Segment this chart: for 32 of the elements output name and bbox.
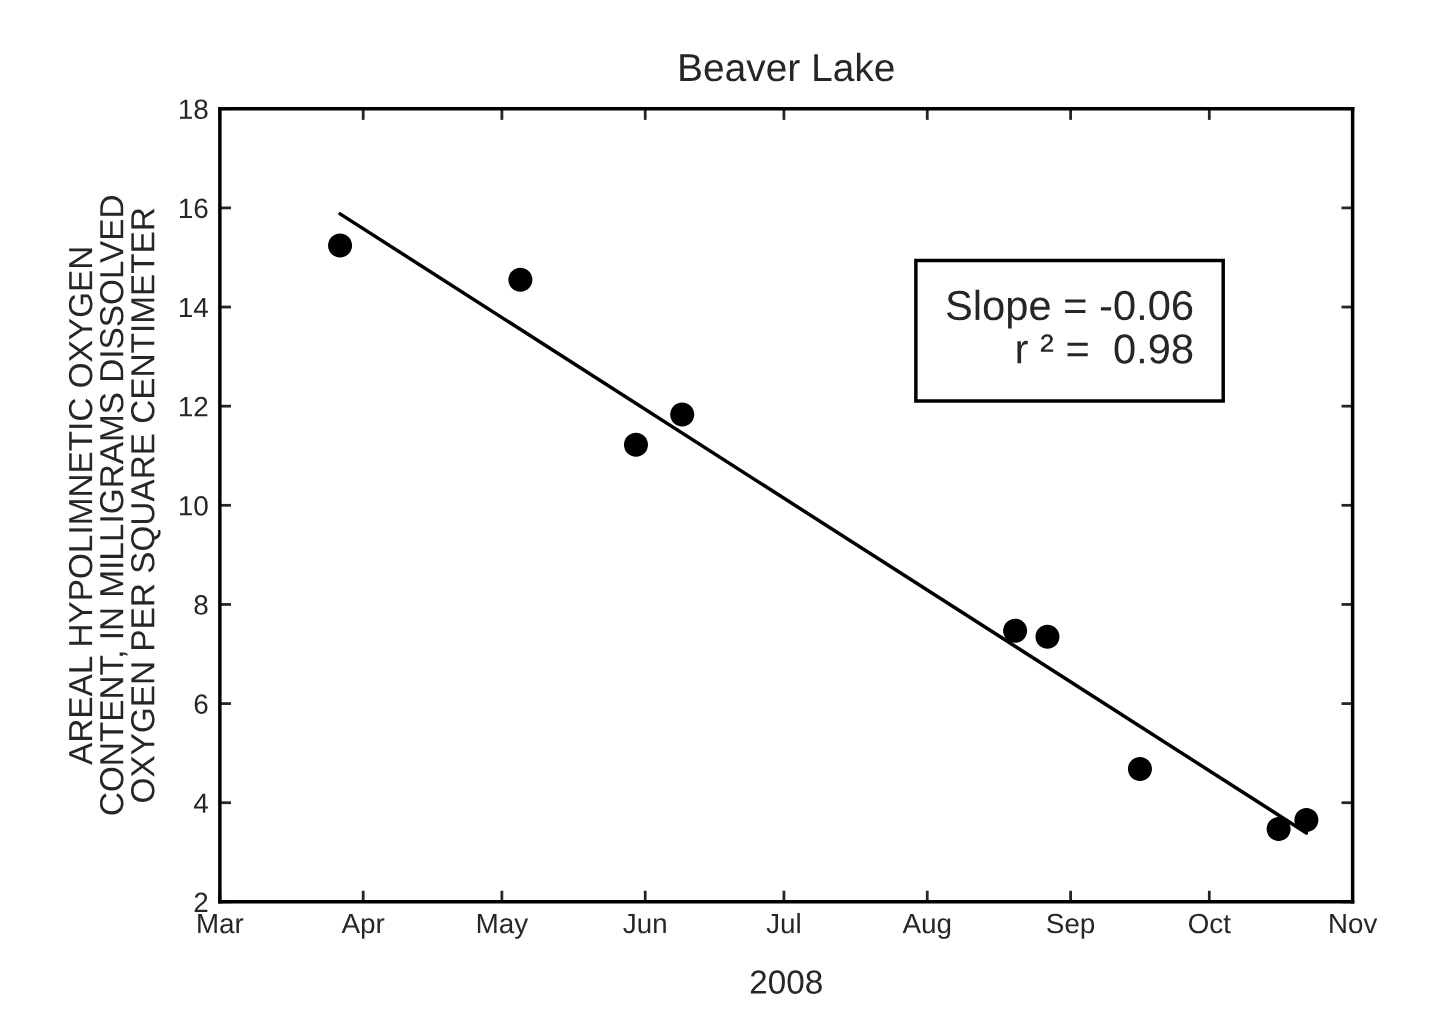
annotation: Slope = -0.06 <box>946 289 1193 329</box>
point <box>1003 618 1028 643</box>
x-tick-label: Aug <box>902 913 951 939</box>
point <box>1035 624 1060 649</box>
x-tick-label: Oct <box>1189 913 1231 934</box>
point <box>508 267 533 292</box>
x-axis-title: 2008 <box>750 970 822 994</box>
y-axis-title: AREAL HYPOLIMNETIC OXYGEN CONTENT, IN MILLIGRAMS DISSOLVED OXYGEN PER SQUARE CENTIMETER <box>68 196 161 815</box>
y-tick-label: 2 <box>194 892 208 912</box>
x-tick-label: Jul <box>766 912 800 934</box>
y-tick-label: 10 <box>179 495 208 516</box>
y-tick-label: 4 <box>193 793 208 813</box>
x-tick-label: Jun <box>623 913 666 934</box>
point <box>1294 808 1319 833</box>
x-tick-label: Nov <box>1330 913 1378 934</box>
x-tick-label: Mar <box>198 913 244 934</box>
y-tick-label: 8 <box>194 595 208 615</box>
y-tick-label: 16 <box>179 198 208 219</box>
y-tick-label: 18 <box>179 99 208 120</box>
x-tick-label: Apr <box>341 913 385 939</box>
point <box>670 402 695 427</box>
x-tick-label: Sep <box>1047 913 1095 939</box>
point <box>328 233 353 258</box>
chart-title: Beaver Lake <box>680 52 894 82</box>
point <box>1127 756 1152 782</box>
y-tick-label: 14 <box>179 297 208 318</box>
point <box>1266 816 1291 842</box>
annotation: r ² = 0.98 <box>1017 334 1193 364</box>
y-tick-label: 6 <box>194 694 208 714</box>
y-tick-label: 12 <box>179 396 208 417</box>
point <box>623 432 648 457</box>
x-tick-label: May <box>477 913 529 939</box>
